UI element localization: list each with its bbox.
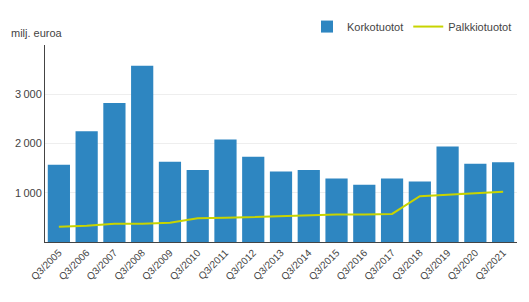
svg-text:Q3/2019: Q3/2019 (418, 247, 453, 282)
svg-text:Korkotuotot: Korkotuotot (347, 21, 403, 33)
svg-text:Q3/2018: Q3/2018 (390, 247, 425, 282)
svg-text:Palkkiotuotot: Palkkiotuotot (448, 21, 511, 33)
svg-text:Q3/2010: Q3/2010 (168, 247, 203, 282)
svg-text:Q3/2015: Q3/2015 (307, 247, 342, 282)
svg-text:Q3/2020: Q3/2020 (445, 247, 480, 282)
svg-text:Q3/2005: Q3/2005 (29, 247, 64, 282)
svg-text:Q3/2014: Q3/2014 (279, 247, 314, 282)
svg-text:Q3/2009: Q3/2009 (140, 247, 175, 282)
svg-text:Q3/2016: Q3/2016 (334, 247, 369, 282)
svg-text:Q3/2011: Q3/2011 (196, 247, 231, 282)
svg-text:1 000: 1 000 (15, 187, 42, 199)
svg-text:Q3/2013: Q3/2013 (251, 247, 286, 282)
svg-text:Q3/2006: Q3/2006 (57, 247, 92, 282)
svg-text:Q3/2007: Q3/2007 (84, 247, 119, 282)
svg-text:Q3/2012: Q3/2012 (223, 247, 258, 282)
svg-text:Q3/2017: Q3/2017 (362, 247, 397, 282)
svg-text:milj. euroa: milj. euroa (11, 27, 63, 39)
svg-text:Q3/2008: Q3/2008 (112, 247, 147, 282)
svg-text:3 000: 3 000 (15, 88, 42, 100)
svg-text:Q3/2021: Q3/2021 (473, 247, 508, 282)
svg-text:2 000: 2 000 (15, 137, 42, 149)
